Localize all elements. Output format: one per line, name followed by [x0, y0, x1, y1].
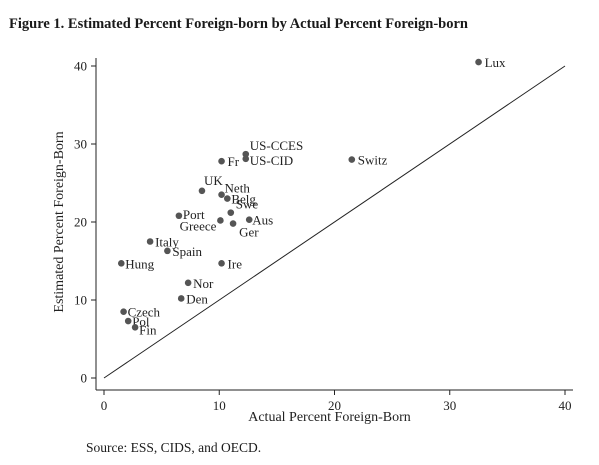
data-point [242, 155, 250, 163]
source-note: Source: ESS, CIDS, and OECD. [86, 440, 262, 455]
data-point-label: Hung [125, 256, 154, 271]
data-point-label: Lux [485, 55, 506, 70]
figure-title: Figure 1. Estimated Percent Foreign-born… [9, 16, 468, 32]
data-point [229, 220, 237, 227]
data-point-label: Czech [128, 305, 161, 320]
data-point [120, 308, 127, 316]
y-tick-label: 0 [81, 371, 88, 386]
data-point [164, 247, 171, 255]
data-point [124, 317, 132, 325]
data-point-label: Ire [228, 256, 243, 271]
data-point-label: Belg [231, 192, 256, 207]
data-point-label: Greece [180, 218, 217, 233]
data-point-label: Aus [252, 213, 273, 228]
x-tick-label: 10 [213, 398, 226, 413]
data-point-label: Port [183, 207, 205, 222]
data-point-label: Ger [239, 225, 259, 240]
data-point [348, 156, 356, 163]
data-point-label: UK [204, 173, 223, 188]
data-point-label: US-CCES [250, 138, 303, 153]
data-point [218, 191, 225, 198]
x-tick-label: 40 [559, 398, 572, 413]
data-point-label: Fr [228, 154, 240, 169]
data-point [131, 324, 139, 331]
data-point-label: Italy [155, 235, 179, 250]
data-point-label: Fin [139, 322, 157, 337]
data-point-label: Switz [358, 153, 388, 168]
data-point [117, 260, 125, 267]
data-point-label: Spain [172, 244, 202, 259]
data-point [218, 157, 225, 165]
y-tick-label: 30 [74, 137, 87, 152]
data-point [227, 209, 235, 216]
data-point [177, 295, 185, 302]
data-point-label: Swe [236, 197, 259, 212]
data-point [184, 279, 192, 287]
data-point-label: US-CID [250, 153, 293, 168]
data-point [242, 150, 250, 158]
data-point [198, 187, 206, 195]
data-point [146, 238, 154, 245]
data-point-label: Nor [193, 276, 214, 291]
data-point [175, 212, 183, 220]
data-point [475, 58, 482, 66]
y-tick-label: 10 [74, 293, 87, 308]
data-point [217, 217, 224, 224]
x-tick-label: 20 [328, 398, 341, 413]
data-point-label: Neth [225, 181, 251, 196]
data-point [218, 260, 225, 267]
x-tick-label: 0 [101, 398, 108, 413]
y-tick-label: 40 [74, 59, 87, 74]
x-tick-label: 30 [443, 398, 456, 413]
data-point-label: Den [186, 291, 208, 306]
reference-line [103, 65, 566, 379]
x-axis-title: Actual Percent Foreign-Born [248, 410, 411, 425]
data-point [245, 216, 253, 223]
y-tick-label: 20 [74, 215, 87, 230]
y-axis-title: Estimated Percent Foreign-Born [52, 131, 67, 312]
data-point [224, 195, 231, 202]
